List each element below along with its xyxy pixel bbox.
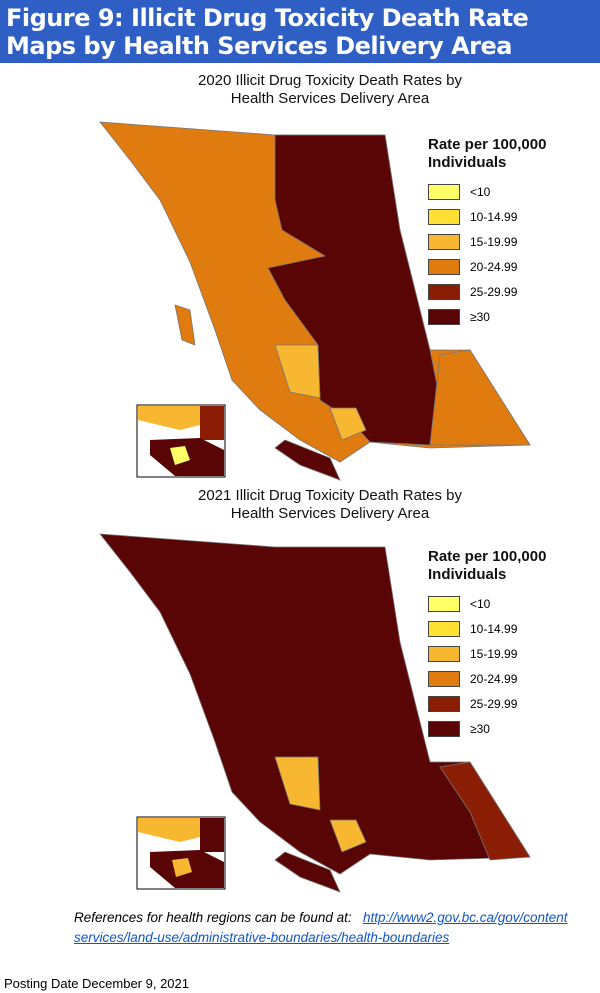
legend-item: ≥30 — [428, 309, 598, 334]
legend: Rate per 100,000 Individuals <10 10-14.99 15… — [428, 548, 598, 746]
header: Figure 9: Illicit Drug Toxicity Death Ra… — [0, 0, 600, 63]
title-line: Health Services Delivery Area — [230, 505, 430, 522]
legend-item: <10 — [428, 184, 598, 209]
legend-item: <10 — [428, 596, 598, 621]
legend-swatch — [428, 309, 460, 325]
title-line: 2020 Illicit Drug Toxicity Death Rates b… — [197, 72, 462, 89]
legend-item: ≥30 — [428, 721, 598, 746]
map-2021 — [99, 533, 531, 893]
map-title: 2021 Illicit Drug Toxicity Death Rates b… — [120, 487, 540, 523]
legend-label: <10 — [470, 597, 491, 611]
legend-item: 20-24.99 — [428, 671, 598, 696]
legend-swatch — [428, 671, 460, 687]
legend-swatch — [428, 621, 460, 637]
legend-title-line: Rate per 100,000 — [428, 136, 547, 153]
legend-title: Rate per 100,000 Individuals — [428, 136, 598, 172]
legend-label: ≥30 — [470, 310, 490, 324]
legend-label: 15-19.99 — [470, 647, 518, 661]
legend-label: 25-29.99 — [470, 285, 518, 299]
title-line: Health Services Delivery Area — [230, 90, 430, 107]
legend-swatch — [428, 646, 460, 662]
legend-item: 20-24.99 — [428, 259, 598, 284]
link[interactable]: http://www2.gov.bc.ca/gov/content — [362, 910, 568, 925]
legend-item: 10-14.99 — [428, 621, 598, 646]
map-2020 — [99, 121, 531, 481]
legend-swatch — [428, 721, 460, 737]
legend-item: 15-19.99 — [428, 234, 598, 259]
link[interactable]: services/land-use/administrative-boundar… — [74, 930, 450, 945]
legend-label: 25-29.99 — [470, 697, 518, 711]
legend-title-line: Individuals — [428, 154, 507, 171]
header-title: Figure 9: Illicit Drug Toxicity Death Ra… — [6, 4, 529, 60]
legend-title-line: Individuals — [428, 566, 507, 583]
legend-swatch — [428, 696, 460, 712]
legend-label: 20-24.99 — [470, 260, 518, 274]
legend-item: 10-14.99 — [428, 209, 598, 234]
legend-label: 15-19.99 — [470, 235, 518, 249]
legend-item: 25-29.99 — [428, 284, 598, 309]
legend-item: 25-29.99 — [428, 696, 598, 721]
title-line: 2021 Illicit Drug Toxicity Death Rates b… — [197, 487, 462, 504]
legend-swatch — [428, 209, 460, 225]
legend-title: Rate per 100,000 Individuals — [428, 548, 598, 584]
references-text: References for health regions can be fou… — [74, 910, 352, 925]
legend-swatch — [428, 284, 460, 300]
legend-swatch — [428, 596, 460, 612]
legend-swatch — [428, 184, 460, 200]
references: References for health regions can be fou… — [74, 908, 600, 948]
legend: Rate per 100,000 Individuals <10 10-14.99 15… — [428, 136, 598, 334]
legend-swatch — [428, 234, 460, 250]
legend-swatch — [428, 259, 460, 275]
posting-date: Posting Date December 9, 2021 — [4, 976, 189, 991]
map-title: 2020 Illicit Drug Toxicity Death Rates b… — [120, 72, 540, 108]
legend-label: ≥30 — [470, 722, 490, 736]
legend-label: 10-14.99 — [470, 210, 518, 224]
legend-item: 15-19.99 — [428, 646, 598, 671]
legend-label: <10 — [470, 185, 491, 199]
legend-label: 20-24.99 — [470, 672, 518, 686]
legend-title-line: Rate per 100,000 — [428, 548, 547, 565]
legend-label: 10-14.99 — [470, 622, 518, 636]
